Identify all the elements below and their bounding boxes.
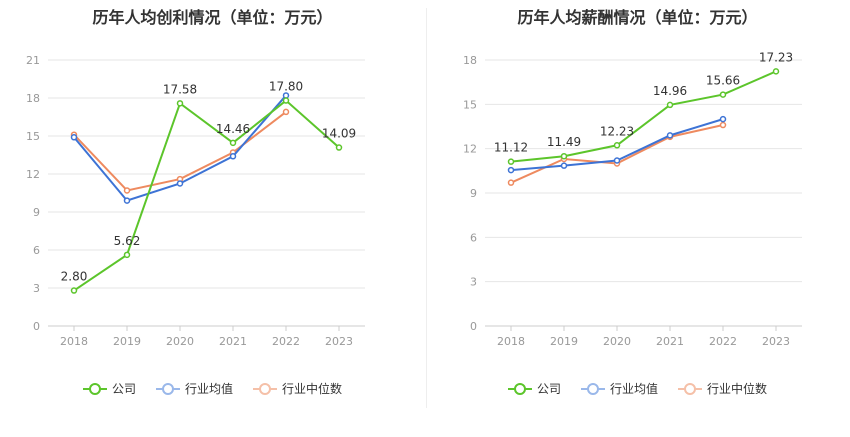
y-tick-label: 15 [26,130,40,143]
data-label: 17.58 [163,82,197,96]
y-tick-label: 18 [463,54,477,67]
y-tick-label: 12 [26,168,40,181]
legend-item-industry-avg[interactable]: 行业均值 [155,380,233,397]
data-point-company [613,142,621,149]
legend-item-industry-avg[interactable]: 行业均值 [580,380,658,397]
data-label: 11.49 [547,135,581,149]
y-tick-label: 18 [26,92,40,105]
data-point-industry_avg [666,132,674,139]
data-point-industry_avg [123,197,131,204]
profit-line-chart: 0 3 6 9 12 15 18 21 2018 2019 2020 2021 2022 2023 2.80… [26,54,365,348]
data-label: 17.80 [269,80,303,94]
data-point-company [719,91,727,98]
data-point-industry_avg [70,134,78,141]
data-point-industry_median [507,179,515,186]
x-tick-label: 2021 [219,335,247,348]
legend: 公司 行业均值 行业中位数 [425,380,850,397]
data-point-industry_median [719,121,727,129]
data-point-industry_avg [613,157,621,164]
y-tick-label: 12 [463,143,477,156]
y-tick-label: 0 [470,320,477,333]
legend-marker-industry-avg [580,382,605,395]
y-tick-label: 3 [470,276,477,289]
data-label: 14.09 [322,127,356,141]
data-label: 12.23 [600,124,634,138]
legend-marker-industry-median [253,382,277,395]
data-label: 14.96 [653,84,687,98]
legend-marker-company [82,382,107,395]
series-line-company [73,99,340,292]
x-tick-label: 2020 [603,335,631,348]
legend-item-industry-median[interactable]: 行业中位数 [253,380,342,397]
data-point-company [335,144,343,151]
data-label: 11.12 [494,141,528,155]
x-tick-label: 2019 [550,335,578,348]
data-point-company [772,68,780,75]
data-point-company [123,251,131,259]
x-tick-label: 2020 [166,335,194,348]
data-point-company [176,100,184,107]
data-point-industry_avg [282,92,290,99]
data-point-company [560,152,568,160]
legend-marker-industry-median [678,382,702,395]
x-tick-label: 2023 [325,335,353,348]
salary-line-chart: 0 3 6 9 12 15 18 2018 2019 2020 2021 2022 2023 11.12 1… [463,50,802,348]
data-point-industry_median [282,108,290,116]
data-label: 17.23 [759,50,793,64]
legend: 公司 行业均值 行业中位数 [0,380,425,397]
legend-label: 行业均值 [184,382,233,396]
y-tick-label: 21 [26,54,40,67]
x-tick-label: 2022 [272,335,300,348]
legend-marker-company [507,382,532,395]
legend-item-industry-median[interactable]: 行业中位数 [678,380,767,397]
data-point-company [666,101,674,109]
data-label: 2.80 [61,270,88,284]
data-point-industry_avg [229,153,237,160]
data-point-industry_avg [176,180,184,187]
data-label: 5.62 [114,234,141,248]
y-tick-label: 3 [33,282,40,295]
x-tick-label: 2022 [709,335,737,348]
series-line-company [510,70,777,163]
y-tick-label: 9 [470,187,477,200]
data-point-company [70,287,78,294]
data-point-industry_avg [507,166,515,174]
legend-label: 行业中位数 [282,382,343,396]
profit-per-capita-panel: 历年人均创利情况（单位：万元） 0 3 6 9 12 15 18 21 2018 2019 2020… [0,8,425,397]
legend-item-company[interactable]: 公司 [82,380,136,397]
legend-label: 行业均值 [609,382,658,396]
data-point-industry_avg [560,162,568,169]
chart-title: 历年人均创利情况（单位：万元） [92,8,333,27]
panel-divider [426,8,427,408]
data-point-company [282,97,290,104]
legend-label: 行业中位数 [707,382,768,396]
y-tick-label: 0 [33,320,40,333]
chart-title: 历年人均薪酬情况（单位：万元） [517,8,758,27]
legend-item-company[interactable]: 公司 [507,380,561,397]
data-point-industry_avg [719,115,727,123]
y-tick-label: 9 [33,206,40,219]
x-tick-label: 2021 [656,335,684,348]
x-tick-label: 2018 [497,335,525,348]
data-point-company [229,139,237,147]
legend-label: 公司 [536,382,561,396]
x-tick-label: 2018 [60,335,88,348]
x-tick-label: 2019 [113,335,141,348]
data-label: 14.46 [216,122,250,136]
y-tick-label: 6 [470,231,477,244]
legend-marker-industry-avg [155,382,180,395]
x-tick-label: 2023 [762,335,790,348]
y-tick-label: 15 [463,98,477,111]
y-tick-label: 6 [33,244,40,257]
data-label: 15.66 [706,74,740,88]
data-point-industry_median [123,187,131,194]
data-point-company [507,158,515,165]
legend-label: 公司 [111,382,136,396]
salary-per-capita-panel: 历年人均薪酬情况（单位：万元） 0 3 6 9 12 15 18 2018 2019 2020 20… [425,0,850,437]
